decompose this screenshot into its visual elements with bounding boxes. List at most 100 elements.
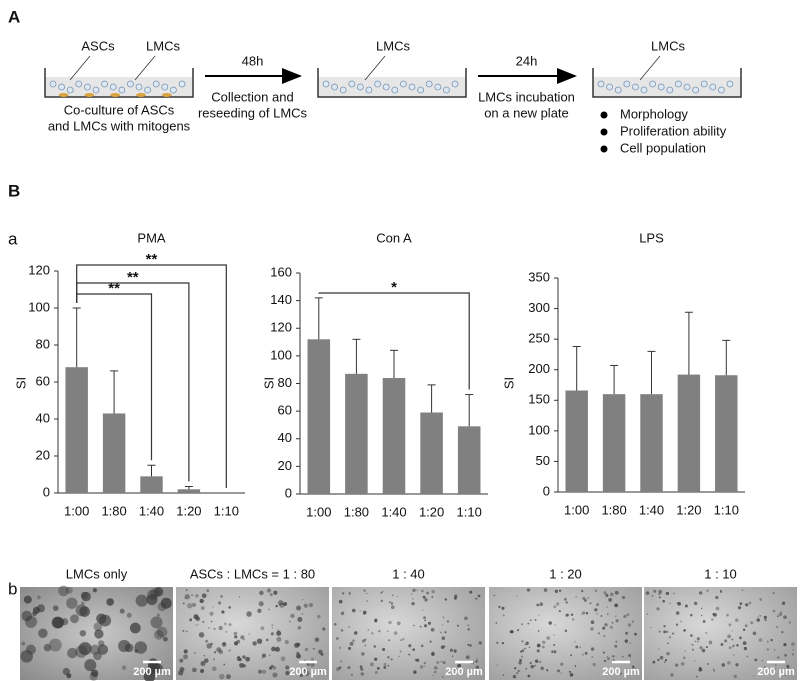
cell-cluster [565,613,569,617]
bullet [600,128,608,136]
cell-cluster [615,615,617,618]
cell-cluster [773,667,776,671]
cell-cluster [602,626,606,630]
cell-cluster [97,644,109,655]
cell-cluster [455,672,457,674]
cell-cluster [604,623,608,627]
cell-cluster [767,640,769,643]
cell-cluster [451,655,454,658]
cell [84,83,91,91]
cell-cluster [589,602,592,605]
cell [640,86,648,94]
cell-cluster [727,661,731,665]
cell-cluster [761,659,764,662]
cell-cluster [374,670,378,674]
cell [374,80,382,88]
cell-cluster [260,626,265,631]
cell-cluster [658,592,661,596]
cell-cluster [156,613,160,617]
cell-cluster [791,653,795,656]
cell-cluster [700,614,703,617]
cell [442,86,450,94]
cell-cluster [551,651,554,654]
cell [408,83,416,91]
cell-cluster [189,618,193,622]
cell-cluster [242,655,246,659]
cell-cluster [517,669,520,673]
cell-cluster [501,642,505,645]
significance-label: ** [127,269,139,286]
cell-cluster [256,638,263,644]
cell [606,83,613,91]
cell-cluster [527,674,531,678]
cell-cluster [413,670,417,674]
cell-cluster [454,594,458,598]
cell-cluster [603,659,607,663]
cell-cluster [659,655,664,660]
x-tick-label: 1:80 [601,502,626,517]
cell-cluster [529,619,532,621]
cell-cluster [210,620,213,623]
cell-cluster [537,630,540,632]
panel-label: B [8,181,20,200]
cell-cluster [728,646,732,650]
cell-cluster [203,655,206,657]
bar [102,413,126,493]
cell-cluster [412,588,416,592]
cell-cluster [539,602,544,607]
cell-cluster [436,661,440,664]
cell-cluster [477,594,481,598]
cell-cluster [432,674,434,676]
cell-cluster [51,616,64,629]
cell-cluster [606,613,609,616]
y-tick-label: 350 [528,269,550,284]
cell-cluster [238,596,241,598]
panel-label: b [8,579,17,598]
cell-cluster [541,645,545,649]
bar [420,412,443,494]
cell-cluster [665,591,670,596]
cell-cluster [467,643,470,646]
cell-cluster [352,608,356,613]
cell-cluster [606,606,608,608]
bar [140,476,163,493]
cell-cluster [84,659,97,672]
cell-cluster [185,589,188,592]
cell-cluster [216,647,222,653]
cell-cluster [546,636,551,640]
cell-cluster [447,671,450,674]
cell-cluster [570,613,574,616]
cell-cluster [20,649,34,663]
significance-bracket [318,292,470,390]
significance-bracket [76,293,153,461]
cell-cluster [551,650,554,652]
y-tick-label: 50 [536,453,550,468]
panel-label: A [8,7,20,26]
bullet [600,111,608,119]
cell [118,86,126,94]
cell-cluster [564,629,568,633]
cell-cluster [465,655,470,660]
cell-cluster [348,591,351,594]
cell-cluster [218,673,225,680]
y-axis-label: SI [261,377,276,389]
cell-cluster [296,642,301,647]
cell-cluster [628,654,632,657]
cell-cluster [629,642,631,644]
cell-cluster [534,619,537,621]
cell-cluster [192,667,197,673]
asc-cell [161,93,172,97]
cell-cluster [524,647,526,650]
cell-cluster [422,609,424,611]
bullet [600,145,608,153]
cell-cluster [277,600,284,606]
bar [640,394,663,492]
cell-cluster [388,639,391,642]
cell-cluster [262,653,266,658]
cell-cluster [590,620,595,624]
cell-cluster [271,624,274,626]
cell-cluster [383,665,387,669]
cell-cluster [528,646,531,648]
cell-cluster [696,640,699,643]
cell-cluster [150,616,163,629]
